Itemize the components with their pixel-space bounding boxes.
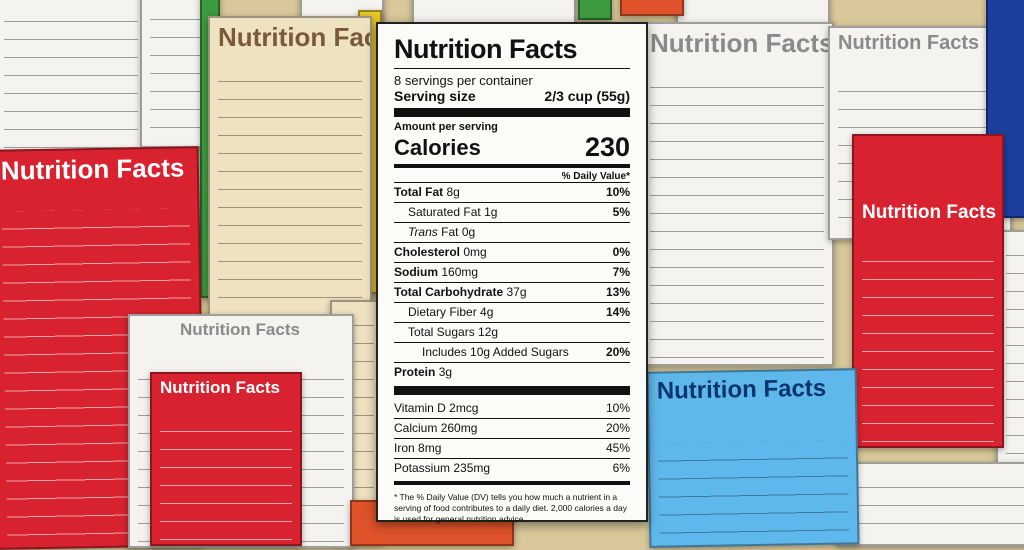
vitamin-amount: 8mg: [418, 441, 442, 455]
background-label-title: Nutrition Facts: [656, 374, 827, 405]
background-label: [676, 0, 830, 24]
amount-per-serving: Amount per serving: [394, 121, 498, 133]
nutrient-name: Dietary Fiber: [408, 305, 477, 319]
background-label-title: Nutrition Facts: [838, 32, 980, 54]
background-label: [578, 0, 612, 20]
vitamin-row: Calcium 260mg 20%: [394, 418, 630, 438]
divider-thick: [394, 108, 630, 117]
nutrient-name: Protein: [394, 365, 436, 379]
nutrient-name: Includes 10g Added Sugars: [422, 345, 569, 359]
nutrient-row: Includes 10g Added Sugars 20%: [394, 342, 630, 362]
nutrient-amount: Fat 0g: [441, 225, 476, 239]
nutrient-row: Dietary Fiber 4g 14%: [394, 302, 630, 322]
background-label: Nutrition Facts: [150, 372, 302, 546]
vitamin-dv: 20%: [605, 421, 630, 435]
nutrient-row: Saturated Fat 1g 5%: [394, 202, 630, 222]
serving-size-value: 2/3 cup (55g): [544, 88, 630, 104]
nutrient-row: Total Sugars 12g: [394, 322, 630, 342]
background-label: [836, 462, 1024, 546]
nutrient-amount: 8g: [446, 185, 460, 199]
nutrient-dv: 10%: [605, 185, 630, 199]
nutrient-name: Trans: [408, 225, 438, 239]
nutrient-amount: 4g: [480, 305, 494, 319]
divider: [394, 68, 630, 69]
background-label: Nutrition Facts: [852, 134, 1004, 448]
divider-medium: [394, 481, 630, 485]
nutrient-dv: 20%: [605, 345, 630, 359]
vitamin-name: Vitamin D: [394, 401, 446, 415]
background-label-title: Nutrition Facts: [650, 28, 834, 58]
nutrient-row: Cholesterol 0mg 0%: [394, 242, 630, 262]
background-label: Nutrition Facts: [640, 22, 834, 366]
vitamin-name: Iron: [394, 441, 415, 455]
background-label: [986, 0, 1024, 218]
divider-thick: [394, 386, 630, 395]
background-label-title: Nutrition Facts: [160, 378, 280, 397]
nutrient-amount: 160mg: [441, 265, 479, 279]
background-label-title: Nutrition Facts: [218, 22, 370, 52]
background-label-title: Nutrition Facts: [0, 152, 185, 186]
vitamin-name: Potassium: [394, 461, 451, 475]
divider-medium: [394, 164, 630, 168]
nutrient-row: Protein 3g: [394, 362, 630, 382]
nutrient-row: Total Carbohydrate 37g 13%: [394, 282, 630, 302]
nutrient-dv: 7%: [612, 265, 630, 279]
nutrition-facts-label: Nutrition Facts 8 servings per container…: [376, 22, 648, 524]
vitamin-amount: 235mg: [453, 461, 491, 475]
nutrient-row: Sodium 160mg 7%: [394, 262, 630, 282]
nutrient-name: Total Sugars: [408, 325, 475, 339]
vitamin-amount: 260mg: [440, 421, 478, 435]
nutrient-dv: 14%: [605, 305, 630, 319]
nutrient-name: Saturated Fat: [408, 205, 481, 219]
nutrient-row: Total Fat 8g 10%: [394, 182, 630, 202]
nutrient-amount: 37g: [506, 285, 527, 299]
background-label: [0, 0, 148, 160]
nutrient-row: Trans Fat 0g: [394, 222, 630, 242]
nutrient-name: Total Fat: [394, 185, 444, 199]
background-label: Nutrition Facts: [646, 368, 860, 548]
nutrient-name: Sodium: [394, 265, 438, 279]
daily-value-header: % Daily Value*: [561, 171, 630, 182]
background-label-title: Nutrition Facts: [180, 320, 300, 339]
nutrient-name: Total Carbohydrate: [394, 285, 504, 299]
nutrient-amount: 0mg: [463, 245, 487, 259]
vitamin-row: Potassium 235mg 6%: [394, 458, 630, 478]
serving-size-row: Serving size 2/3 cup (55g): [394, 88, 630, 104]
nutrient-dv: 5%: [612, 205, 630, 219]
background-label: [412, 0, 576, 24]
servings-per-container: 8 servings per container: [394, 73, 533, 88]
background-label: [620, 0, 684, 16]
vitamin-row: Vitamin D 2mcg 10%: [394, 399, 630, 418]
calories-value: 230: [584, 132, 630, 162]
calories-row: Calories 230: [394, 133, 630, 161]
vitamin-row: Iron 8mg 45%: [394, 438, 630, 458]
vitamin-name: Calcium: [394, 421, 438, 435]
footnote: * The % Daily Value (DV) tells you how m…: [394, 492, 627, 524]
nutrient-amount: 12g: [478, 325, 499, 339]
nutrient-name: Cholesterol: [394, 245, 461, 259]
vitamin-amount: 2mcg: [449, 401, 479, 415]
background-label-title: Nutrition Facts: [862, 202, 997, 223]
nutrient-dv: 0%: [612, 245, 630, 259]
nutrient-amount: 3g: [438, 365, 453, 379]
nutrient-dv: 13%: [605, 285, 630, 299]
background-label: Nutrition Facts: [208, 16, 372, 320]
nutrient-amount: 1g: [484, 205, 498, 219]
vitamin-dv: 45%: [605, 441, 630, 455]
label-title: Nutrition Facts: [394, 34, 578, 64]
calories-label: Calories: [394, 135, 481, 160]
serving-size-label: Serving size: [394, 88, 476, 104]
vitamin-dv: 10%: [605, 401, 630, 415]
vitamin-dv: 6%: [612, 461, 630, 475]
